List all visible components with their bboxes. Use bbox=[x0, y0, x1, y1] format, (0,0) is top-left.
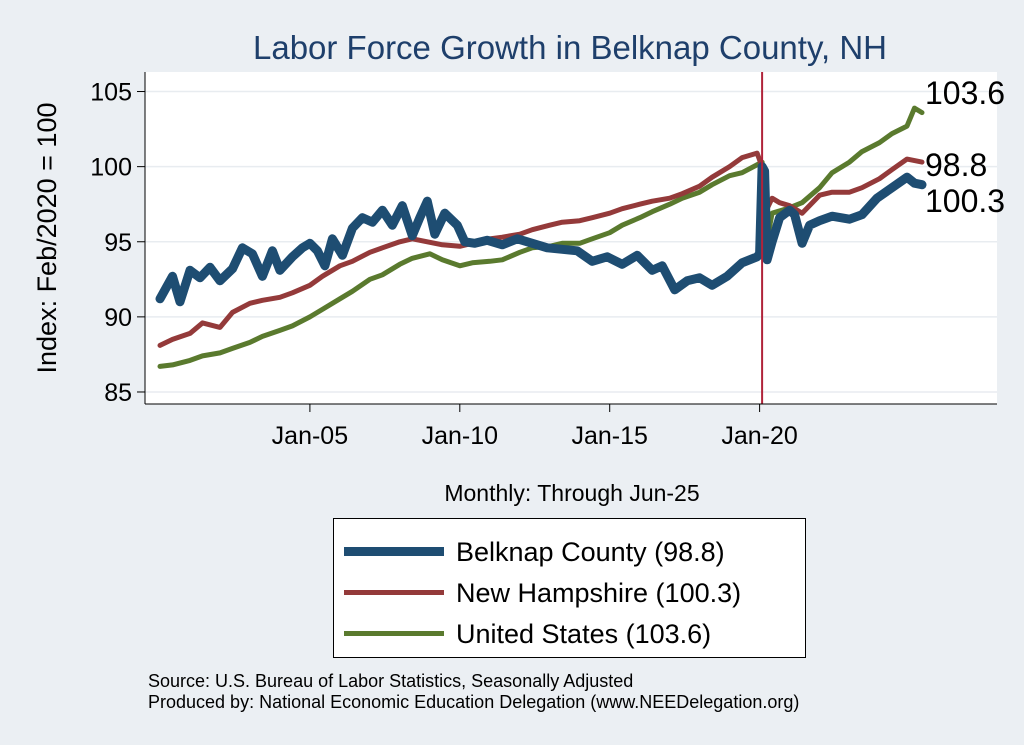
x-tick-label: Jan-05 bbox=[272, 422, 348, 450]
end-label-2: 103.6 bbox=[925, 75, 1005, 111]
y-axis-label: Index: Feb/2020 = 100 bbox=[32, 103, 62, 374]
x-axis-ticks: Jan-05 Jan-10 Jan-15 Jan-20 bbox=[272, 404, 798, 450]
legend-label-belknap: Belknap County (98.8) bbox=[456, 537, 725, 567]
legend-item-belknap: Belknap County (98.8) bbox=[334, 533, 805, 573]
source-line: Source: U.S. Bureau of Labor Statistics,… bbox=[148, 671, 634, 691]
legend: Belknap County (98.8) New Hampshire (100… bbox=[333, 518, 806, 658]
x-tick-label: Jan-10 bbox=[422, 422, 498, 450]
legend-swatch-new-hampshire bbox=[344, 589, 444, 595]
legend-item-united-states: United States (103.6) bbox=[334, 615, 805, 655]
chart-title: Labor Force Growth in Belknap County, NH bbox=[253, 29, 887, 66]
end-label-0: 98.8 bbox=[925, 147, 987, 183]
end-label-1: 100.3 bbox=[925, 183, 1005, 219]
x-tick-label: Jan-15 bbox=[571, 422, 647, 450]
y-tick-label: 95 bbox=[104, 229, 132, 257]
legend-swatch-united-states bbox=[344, 630, 444, 636]
legend-label-new-hampshire: New Hampshire (100.3) bbox=[456, 578, 742, 608]
x-tick-label: Jan-20 bbox=[721, 422, 797, 450]
y-tick-label: 100 bbox=[90, 154, 132, 182]
y-tick-label: 85 bbox=[104, 379, 132, 407]
y-axis-ticks: 85 90 95 100 105 bbox=[90, 79, 145, 407]
series-layer bbox=[155, 105, 927, 369]
legend-label-united-states: United States (103.6) bbox=[456, 619, 712, 649]
series-line-1 bbox=[157, 150, 925, 348]
y-tick-label: 90 bbox=[104, 304, 132, 332]
source-note: Source: U.S. Bureau of Labor Statistics,… bbox=[148, 671, 799, 713]
series-line-0 bbox=[155, 162, 927, 307]
legend-swatch-belknap bbox=[344, 546, 444, 556]
y-tick-label: 105 bbox=[90, 79, 132, 107]
plot-area bbox=[145, 72, 997, 404]
legend-item-new-hampshire: New Hampshire (100.3) bbox=[334, 574, 805, 614]
x-axis-note: Monthly: Through Jun-25 bbox=[444, 480, 700, 506]
produced-by-line: Produced by: National Economic Education… bbox=[148, 692, 800, 712]
